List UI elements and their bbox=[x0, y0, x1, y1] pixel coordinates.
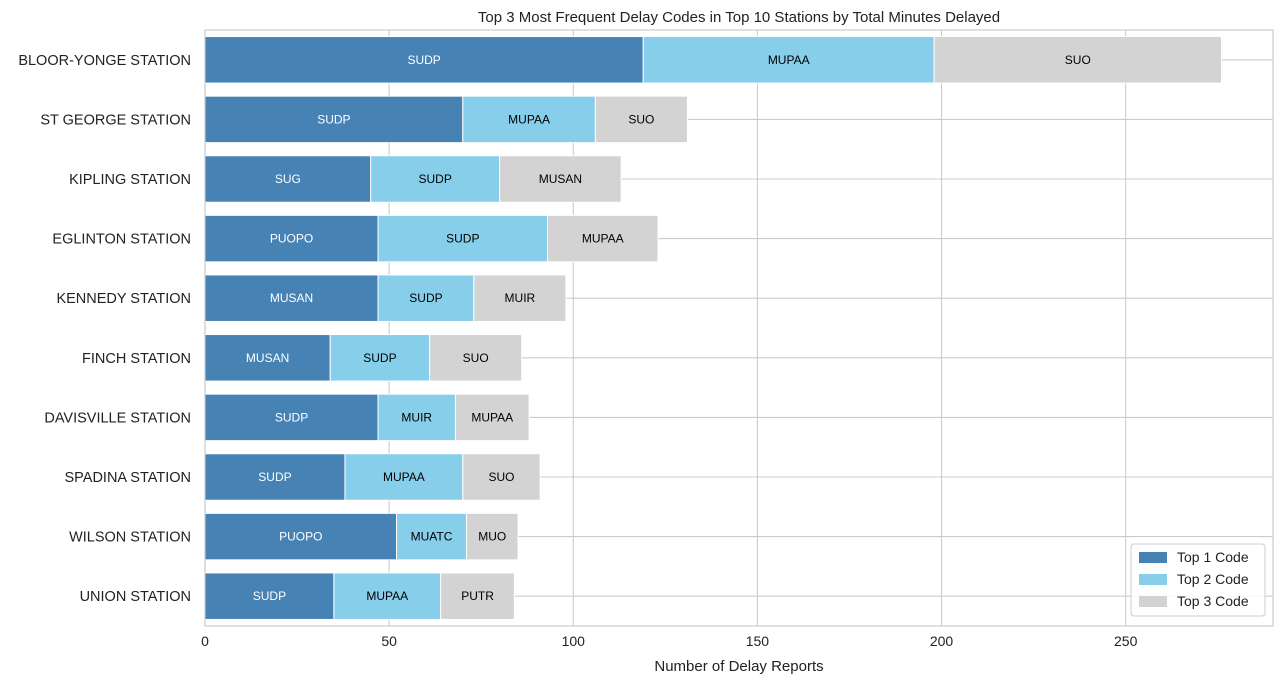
bar-segment bbox=[204, 274, 379, 322]
bar-segment bbox=[329, 334, 431, 382]
bar-code-label: SUO bbox=[1065, 53, 1091, 67]
bar-segment bbox=[204, 155, 372, 203]
bar-code-label: MUO bbox=[478, 530, 506, 544]
bar-code-label: MUPAA bbox=[768, 53, 810, 67]
bar-segment bbox=[499, 155, 622, 203]
bar-segment bbox=[396, 512, 467, 561]
bar-code-label: SUDP bbox=[275, 410, 308, 424]
bar-segment bbox=[204, 393, 379, 442]
bar-code-label: SUDP bbox=[317, 112, 350, 126]
bar-segment bbox=[204, 95, 464, 144]
bar-code-label: MUSAN bbox=[270, 291, 313, 305]
bar-code-label: SUO bbox=[628, 112, 654, 126]
bar-segment bbox=[344, 453, 464, 501]
bar-code-label: MUPAA bbox=[508, 112, 550, 126]
bar-segment bbox=[546, 214, 659, 263]
bar-code-label: SUDP bbox=[446, 232, 479, 246]
x-axis-label: Number of Delay Reports bbox=[654, 658, 823, 675]
x-tick-label: 200 bbox=[930, 633, 954, 649]
bar-segment bbox=[465, 512, 519, 561]
legend-label: Top 3 Code bbox=[1177, 593, 1249, 609]
x-tick-label: 100 bbox=[562, 633, 586, 649]
bar-code-label: SUO bbox=[463, 351, 489, 365]
axis-layer: BLOOR-YONGE STATION ST GEORGE STATION KIPL… bbox=[18, 29, 1274, 649]
bar-code-label: PUOPO bbox=[279, 530, 322, 544]
y-tick-label: KENNEDY STATION bbox=[56, 291, 191, 307]
bar-segment bbox=[377, 393, 456, 442]
bar-code-label: MUPAA bbox=[383, 470, 425, 484]
bar-segment bbox=[594, 95, 688, 144]
bar-segment bbox=[473, 274, 567, 322]
bar-segment bbox=[933, 36, 1222, 84]
bar-code-label: MUPAA bbox=[366, 589, 408, 603]
bar-segment bbox=[204, 453, 346, 501]
chart-title: Top 3 Most Frequent Delay Codes in Top 1… bbox=[478, 9, 1000, 26]
bar-code-label: SUDP bbox=[363, 351, 396, 365]
bar-segment bbox=[454, 393, 530, 442]
bar-segment bbox=[204, 36, 644, 84]
bar-code-label: SUDP bbox=[258, 470, 291, 484]
bar-segment bbox=[642, 36, 935, 84]
bar-segment bbox=[370, 155, 501, 203]
bar-segment bbox=[440, 572, 515, 620]
bar-code-label: SUDP bbox=[409, 291, 442, 305]
bar-code-label: PUTR bbox=[461, 589, 494, 603]
x-tick-label: 250 bbox=[1114, 633, 1138, 649]
bar-code-label: MUIR bbox=[401, 410, 432, 424]
legend-label: Top 2 Code bbox=[1177, 571, 1249, 587]
plot-frame bbox=[204, 29, 1274, 627]
y-tick-label: ST GEORGE STATION bbox=[40, 112, 191, 128]
bar-segment bbox=[377, 274, 475, 322]
y-tick-label: WILSON STATION bbox=[69, 530, 191, 546]
bar-segment bbox=[204, 572, 335, 620]
x-tick-label: 50 bbox=[381, 633, 397, 649]
bar-code-label: MUSAN bbox=[539, 172, 582, 186]
bar-code-label: MUPAA bbox=[471, 410, 513, 424]
x-tick-label: 0 bbox=[201, 633, 209, 649]
bar-code-label: SUO bbox=[488, 470, 514, 484]
y-tick-label: SPADINA STATION bbox=[65, 470, 192, 486]
y-tick-label: KIPLING STATION bbox=[69, 172, 191, 188]
y-tick-label: FINCH STATION bbox=[82, 351, 191, 367]
legend-swatch bbox=[1139, 552, 1167, 563]
y-tick-label: EGLINTON STATION bbox=[52, 232, 191, 248]
bar-code-label: SUDP bbox=[407, 53, 440, 67]
bar-segment bbox=[377, 214, 548, 263]
bar-code-label: MUIR bbox=[505, 291, 536, 305]
bar-code-label: SUG bbox=[275, 172, 301, 186]
legend: Top 1 Code Top 2 Code Top 3 Code bbox=[1130, 543, 1266, 617]
y-tick-label: BLOOR-YONGE STATION bbox=[18, 53, 191, 69]
bar-code-label: MUSAN bbox=[246, 351, 289, 365]
bar-segment bbox=[204, 214, 379, 263]
bar-code-label: MUATC bbox=[411, 530, 453, 544]
bar-code-label: SUDP bbox=[253, 589, 286, 603]
y-tick-label: DAVISVILLE STATION bbox=[44, 410, 191, 426]
bar-segment bbox=[462, 453, 541, 501]
y-tick-label: UNION STATION bbox=[80, 589, 191, 605]
bar-code-label: MUPAA bbox=[582, 232, 624, 246]
legend-label: Top 1 Code bbox=[1177, 549, 1249, 565]
bar-code-label: SUDP bbox=[419, 172, 452, 186]
bar-layer: SUDP MUPAA SUO SUDP MUPAA SUO SUG SUDP MUSAN PUOP… bbox=[204, 36, 1222, 620]
bar-segment bbox=[429, 334, 523, 382]
legend-swatch bbox=[1139, 574, 1167, 585]
x-tick-label: 150 bbox=[746, 633, 770, 649]
bar-segment bbox=[462, 95, 596, 144]
bar-code-label: PUOPO bbox=[270, 232, 313, 246]
legend-swatch bbox=[1139, 596, 1167, 607]
